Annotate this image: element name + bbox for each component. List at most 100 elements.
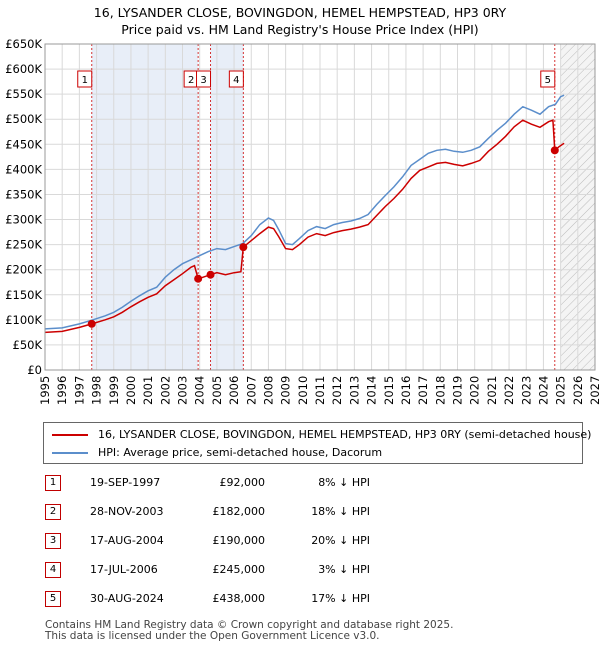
sale-label-text: 3 [200, 75, 206, 86]
legend-property-swatch [52, 434, 88, 436]
chart-title: 16, LYSANDER CLOSE, BOVINGDON, HEMEL HEM… [0, 4, 600, 38]
legend: 16, LYSANDER CLOSE, BOVINGDON, HEMEL HEM… [43, 422, 591, 464]
transaction-number: 4 [45, 562, 61, 578]
y-tick-label: £300K [5, 213, 42, 227]
sale-label-text: 2 [188, 75, 194, 86]
sale-label-box [77, 70, 93, 88]
x-tick-label: 2006 [227, 376, 241, 405]
transaction-number: 2 [45, 504, 61, 520]
transaction-number: 3 [45, 533, 61, 549]
title-line-1: 16, LYSANDER CLOSE, BOVINGDON, HEMEL HEM… [93, 5, 507, 20]
x-tick-label: 2013 [347, 376, 361, 405]
sale-point [206, 270, 215, 279]
transaction-price: £245,000 [212, 563, 266, 576]
transaction-date: 28-NOV-2003 [90, 505, 164, 518]
ownership-shade [91, 44, 199, 370]
x-tick-label: 2026 [571, 376, 585, 405]
legend-hpi-swatch [52, 452, 88, 454]
x-tick-label: 2001 [141, 376, 155, 405]
legend-property: 16, LYSANDER CLOSE, BOVINGDON, HEMEL HEM… [52, 427, 591, 443]
plot-frame [44, 43, 596, 371]
transaction-date: 17-AUG-2004 [90, 534, 164, 547]
sale-label-text: 1 [82, 75, 88, 86]
title-line-2: Price paid vs. HM Land Registry's House … [121, 22, 479, 37]
x-tick-label: 2027 [588, 376, 600, 405]
x-tick-label: 2019 [451, 376, 465, 405]
transaction-price: £190,000 [212, 534, 266, 547]
footer-line-1: Contains HM Land Registry data © Crown c… [45, 619, 454, 631]
x-tick-label: 2021 [485, 376, 499, 405]
y-tick-label: £550K [5, 87, 42, 101]
legend-hpi-label: HPI: Average price, semi-detached house,… [98, 446, 383, 459]
y-tick-label: £150K [5, 288, 42, 302]
table-row: 5 30-AUG-2024 £438,000 17% ↓ HPI [0, 588, 600, 612]
y-tick-label: £450K [5, 137, 42, 151]
sale-point [87, 319, 96, 328]
transaction-price: £438,000 [212, 592, 266, 605]
x-tick-label: 2014 [365, 376, 379, 405]
sale-point [550, 146, 559, 155]
x-tick-label: 2005 [210, 376, 224, 405]
transaction-hpi: 18% ↓ HPI [311, 505, 370, 518]
transaction-hpi: 20% ↓ HPI [311, 534, 370, 547]
sale-point [194, 274, 203, 283]
transaction-hpi: 8% ↓ HPI [318, 476, 370, 489]
table-row: 3 17-AUG-2004 £190,000 20% ↓ HPI [0, 530, 600, 554]
y-tick-label: £200K [5, 263, 42, 277]
sale-label-box [540, 70, 556, 88]
transaction-date: 17-JUL-2006 [90, 563, 158, 576]
transaction-price: £182,000 [212, 505, 266, 518]
x-tick-label: 1998 [90, 376, 104, 405]
footer: Contains HM Land Registry data © Crown c… [45, 620, 453, 642]
y-tick-label: £0 [27, 363, 42, 377]
x-tick-label: 2025 [554, 376, 568, 405]
x-tick-label: 2015 [382, 376, 396, 405]
transaction-number: 1 [45, 475, 61, 491]
y-tick-label: £400K [5, 162, 42, 176]
y-tick-label: £500K [5, 112, 42, 126]
x-tick-label: 2012 [330, 376, 344, 405]
y-tick-label: £350K [5, 187, 42, 201]
sale-label-text: 5 [545, 75, 551, 86]
x-tick-label: 2016 [399, 376, 413, 405]
x-tick-label: 2018 [433, 376, 447, 405]
x-tick-label: 2008 [261, 376, 275, 405]
sale-label-box [196, 70, 212, 88]
price-chart: 1 2 3 4 5£0£50K£100K£150K£200K£250K£300K£350… [5, 37, 600, 405]
table-row: 2 28-NOV-2003 £182,000 18% ↓ HPI [0, 501, 600, 525]
x-tick-label: 2024 [536, 376, 550, 405]
x-tick-label: 2004 [193, 376, 207, 405]
footer-line-2: This data is licensed under the Open Gov… [45, 630, 380, 642]
table-row: 1 19-SEP-1997 £92,000 8% ↓ HPI [0, 472, 600, 496]
hpi-line [45, 94, 565, 330]
x-tick-label: 2020 [468, 376, 482, 405]
transaction-hpi: 17% ↓ HPI [311, 592, 370, 605]
y-tick-label: £100K [5, 313, 42, 327]
sale-point [239, 243, 248, 252]
legend-property-label: 16, LYSANDER CLOSE, BOVINGDON, HEMEL HEM… [98, 428, 592, 441]
x-tick-label: 2023 [519, 376, 533, 405]
transaction-hpi: 3% ↓ HPI [318, 563, 370, 576]
x-tick-label: 2017 [416, 376, 430, 405]
x-tick-label: 2007 [244, 376, 258, 405]
x-tick-label: 2011 [313, 376, 327, 405]
property-line [45, 119, 565, 334]
x-tick-label: 1999 [107, 376, 121, 405]
sale-label-text: 4 [233, 75, 239, 86]
y-tick-label: £600K [5, 62, 42, 76]
x-tick-label: 2022 [502, 376, 516, 405]
y-tick-label: £650K [5, 37, 42, 51]
x-tick-label: 2000 [124, 376, 138, 405]
transaction-price: £92,000 [219, 476, 266, 489]
sale-label-box [228, 70, 244, 88]
x-tick-label: 2003 [176, 376, 190, 405]
x-tick-label: 2002 [158, 376, 172, 405]
transaction-number: 5 [45, 591, 61, 607]
y-tick-label: £250K [5, 238, 42, 252]
x-tick-label: 2009 [279, 376, 293, 405]
transaction-date: 19-SEP-1997 [90, 476, 161, 489]
ownership-shade [210, 44, 244, 370]
y-tick-label: £50K [13, 338, 43, 352]
x-tick-label: 2010 [296, 376, 310, 405]
x-tick-label: 1997 [72, 376, 86, 405]
